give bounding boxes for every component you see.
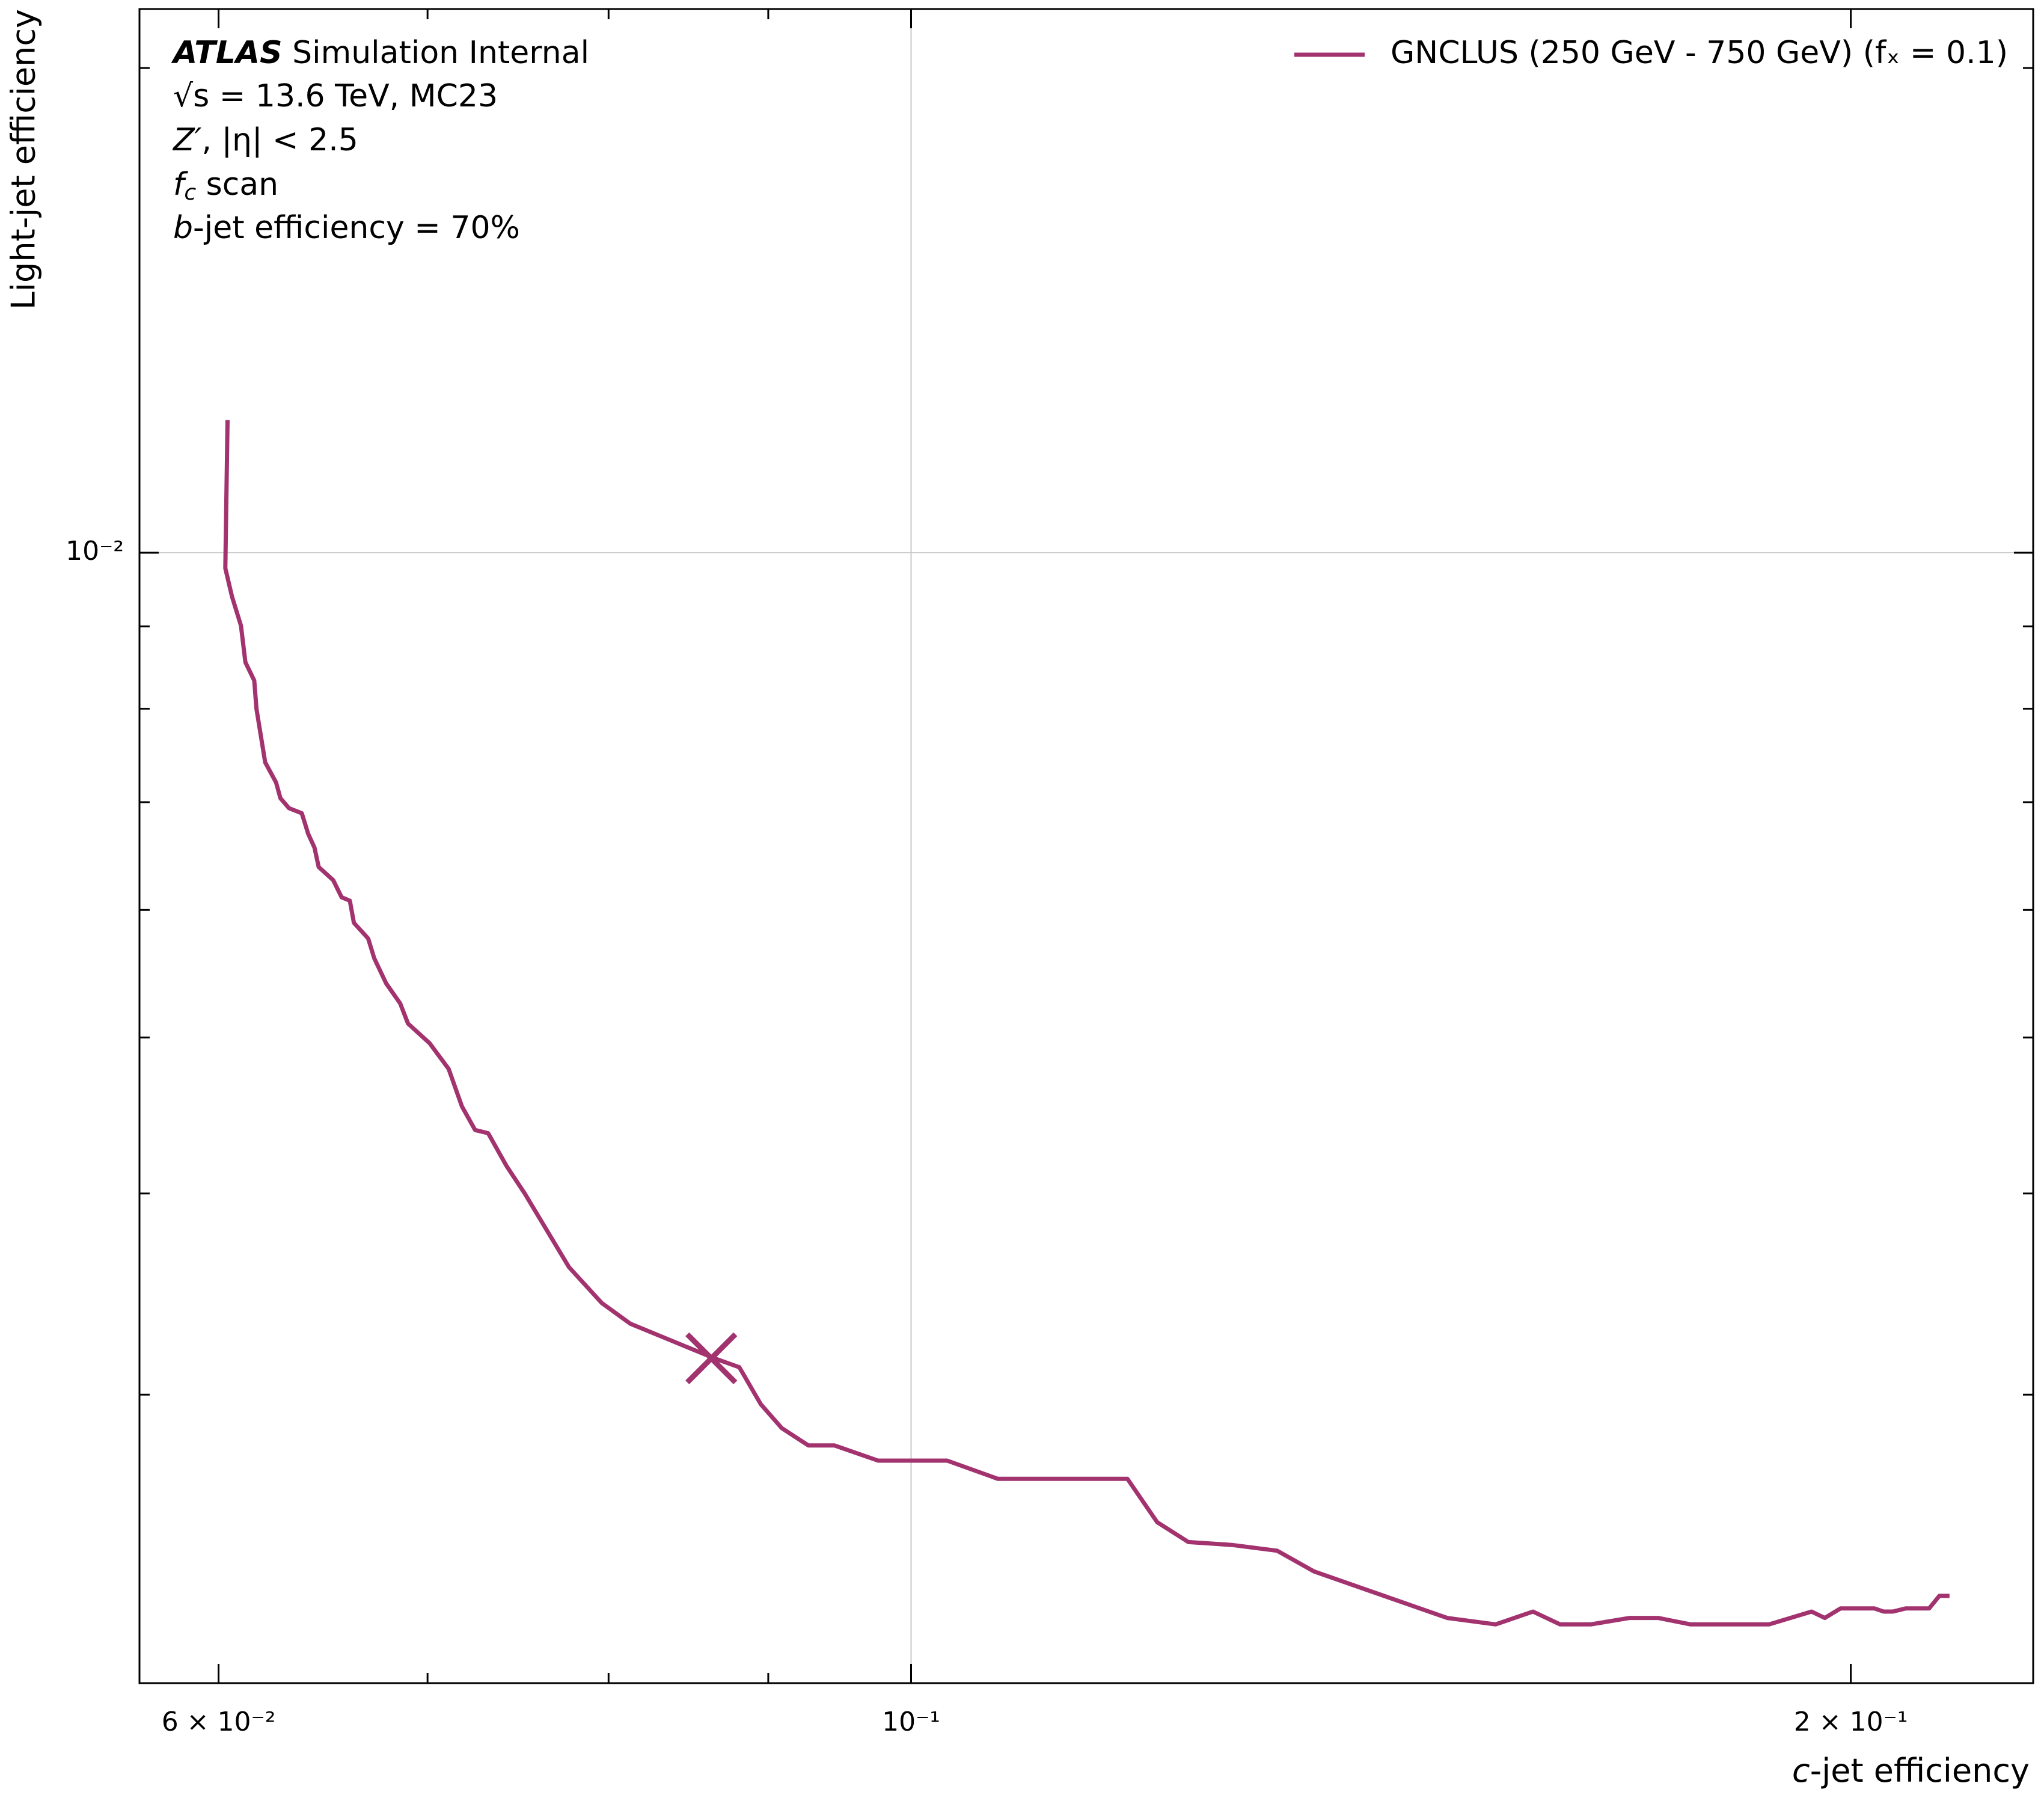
x-axis-title: c-jet efficiency [1792,1752,2030,1790]
x-tick-label: 6 × 10⁻² [162,1707,276,1737]
legend-label: GNCLUS (250 GeV - 750 GeV) (fₓ = 0.1) [1391,35,2008,71]
atlas-header: ATLAS Simulation Internal [171,35,589,71]
y-axis-title: Light-jet efficiency [5,9,43,310]
atlas-sublabel: Simulation Internal [292,35,589,71]
marker-stroke [685,1332,738,1385]
info-text: scan [196,167,278,203]
info-line: b-jet efficiency = 70% [173,210,520,246]
info-line: fc scan [173,167,278,205]
x-tick-label: 2 × 10⁻¹ [1794,1707,1908,1737]
info-text: √s = 13.6 TeV, MC23 [173,78,498,114]
info-line: √s = 13.6 TeV, MC23 [173,78,498,114]
x-axis-title-part: -jet efficiency [1810,1752,2030,1790]
info-text: c [184,180,196,205]
series-line [223,420,1950,1627]
info-text: , |η| < 2.5 [201,122,358,158]
info-line: Z′, |η| < 2.5 [172,122,358,158]
atlas-label: ATLAS [171,35,283,71]
working-point-marker [685,1332,738,1385]
info-text: -jet efficiency = 70% [193,210,520,246]
plot-frame [138,8,2034,1684]
x-tick-label: 10⁻¹ [882,1707,940,1737]
y-tick-label: 10⁻² [66,536,124,566]
info-text: b [173,210,193,246]
x-axis-title-part: c [1792,1752,1810,1790]
info-text: Z′ [172,122,202,158]
